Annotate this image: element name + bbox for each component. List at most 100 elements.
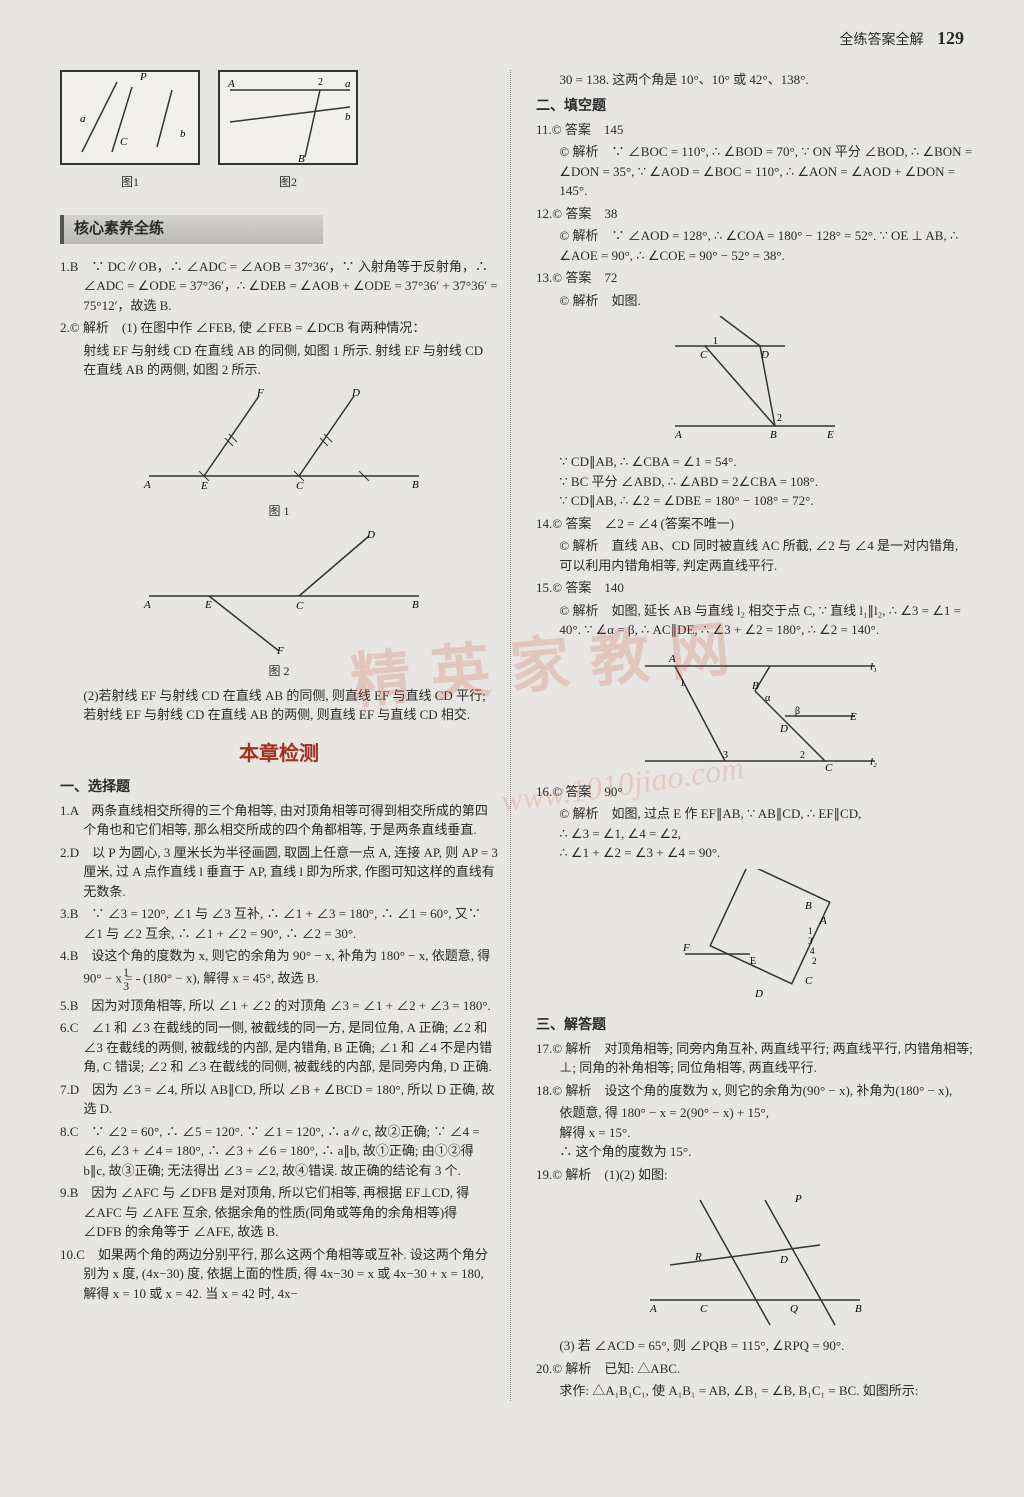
fig16: F B A E 1 3 4 2 D C: [665, 869, 845, 1009]
c9: 9.B 因为 ∠AFC 与 ∠DFB 是对顶角, 所以它们相等, 再根据 EF⊥…: [60, 1183, 498, 1242]
svg-text:3: 3: [808, 936, 813, 946]
fig13: C D 1 2 A B E: [655, 316, 855, 446]
svg-text:b: b: [345, 111, 351, 123]
c5: 5.B 因为对顶角相等, 所以 ∠1 + ∠2 的对顶角 ∠3 = ∠1 + ∠…: [60, 996, 498, 1016]
svg-text:E: E: [849, 711, 857, 723]
svg-text:B: B: [752, 680, 759, 692]
svg-text:F: F: [256, 387, 264, 399]
svg-text:B: B: [770, 429, 777, 441]
page-number: 129: [937, 28, 964, 48]
c3: 3.B ∵ ∠3 = 120°, ∠1 与 ∠3 互补, ∴ ∠1 + ∠3 =…: [60, 904, 498, 943]
q2c-text: (2)若射线 EF 与射线 CD 在直线 AB 的同侧, 则直线 EF 与直线 …: [60, 686, 498, 706]
svg-text:α: α: [765, 693, 771, 704]
f15b: © 解析 如图, 延长 AB 与直线 l₂ 相交于点 C, ∵ 直线 l₁∥l₂…: [536, 601, 974, 640]
geom-fig1: A E C B F D: [129, 386, 429, 496]
svg-text:P: P: [139, 72, 147, 83]
c7: 7.D 因为 ∠3 = ∠4, 所以 AB∥CD, 所以 ∠B + ∠BCD =…: [60, 1080, 498, 1119]
s18c: 解得 x = 15°.: [536, 1123, 974, 1143]
figure-box-2: A 2 a b B: [218, 70, 358, 165]
frac-1-3: 13: [136, 966, 140, 993]
f13c: ∵ CD∥AB, ∴ ∠CBA = ∠1 = 54°.: [536, 452, 974, 472]
svg-text:1: 1: [680, 678, 685, 689]
chapter-title: 本章检测: [60, 739, 498, 769]
right-column: 30 = 138. 这两个角是 10°、10° 或 42°、138°. 二、填空…: [536, 70, 974, 1401]
svg-text:B: B: [298, 153, 305, 165]
c8: 8.C ∵ ∠2 = 60°, ∴ ∠5 = 120°. ∵ ∠1 = 120°…: [60, 1122, 498, 1181]
geom-fig1-cap: 图 1: [60, 502, 498, 520]
svg-text:2: 2: [812, 956, 817, 966]
svg-text:C: C: [700, 349, 708, 361]
svg-text:B: B: [412, 599, 419, 611]
svg-text:E: E: [826, 429, 834, 441]
top-figures: a P C b A 2 a b B: [60, 70, 498, 165]
svg-text:P: P: [794, 1193, 802, 1205]
svg-text:B: B: [855, 1303, 862, 1315]
svg-text:A: A: [143, 599, 151, 611]
s18a: 18.© 解析 设这个角的度数为 x, 则它的余角为(90° − x), 补角为…: [536, 1081, 974, 1101]
c4: 4.B 设这个角的度数为 x, 则它的余角为 90° − x, 补角为 180°…: [60, 946, 498, 993]
s19b: (3) 若 ∠ACD = 65°, 则 ∠PQB = 115°, ∠RPQ = …: [536, 1336, 974, 1356]
s18d: ∴ 这个角的度数为 15°.: [536, 1142, 974, 1162]
svg-text:l₂: l₂: [870, 756, 877, 768]
svg-text:D: D: [351, 387, 360, 399]
svg-text:C: C: [296, 600, 304, 612]
c2: 2.D 以 P 为圆心, 3 厘米长为半径画圆, 取圆上任意一点 A, 连接 A…: [60, 843, 498, 902]
q2a-text: 2.© 解析 (1) 在图中作 ∠FEB, 使 ∠FEB = ∠DCB 有两种情…: [60, 318, 498, 338]
fig19: A C Q B P D R: [640, 1190, 870, 1330]
svg-text:A: A: [227, 78, 235, 90]
svg-text:D: D: [366, 529, 375, 541]
f13e: ∵ CD∥AB, ∴ ∠2 = ∠DBE = 180° − 108° = 72°…: [536, 491, 974, 511]
fig2-svg: A 2 a b B: [220, 72, 360, 167]
r-top: 30 = 138. 这两个角是 10°、10° 或 42°、138°.: [536, 70, 974, 90]
svg-text:B: B: [805, 900, 812, 912]
q2d-text: 若射线 EF 与射线 CD 在直线 AB 的两侧, 则直线 EF 与直线 CD …: [60, 705, 498, 725]
q1-text: 1.B ∵ DC∥OB，∴ ∠ADC = ∠AOB = 37°36′，∵ 入射角…: [60, 257, 498, 316]
svg-text:A: A: [668, 653, 676, 665]
q2b-text: 射线 EF 与射线 CD 在直线 AB 的同侧, 如图 1 所示. 射线 EF …: [60, 341, 498, 380]
svg-text:b: b: [180, 128, 186, 140]
svg-text:a: a: [345, 78, 351, 90]
f13d: ∵ BC 平分 ∠ABD, ∴ ∠ABD = 2∠CBA = 108°.: [536, 472, 974, 492]
fig2-caption: 图2: [218, 173, 358, 191]
fig1-caption: 图1: [60, 173, 200, 191]
f11a: 11.© 答案 145: [536, 120, 974, 140]
header-title: 全练答案全解: [840, 33, 924, 48]
left-column: a P C b A 2 a b B 图1: [60, 70, 511, 1401]
svg-text:4: 4: [810, 946, 815, 956]
f15a: 15.© 答案 140: [536, 578, 974, 598]
f16c: ∴ ∠3 = ∠1, ∠4 = ∠2,: [536, 824, 974, 844]
svg-text:D: D: [754, 988, 763, 1000]
f14a: 14.© 答案 ∠2 = ∠4 (答案不唯一): [536, 514, 974, 534]
svg-text:F: F: [682, 942, 690, 954]
top-fig-captions: 图1 图2: [60, 173, 498, 191]
s19a: 19.© 解析 (1)(2) 如图:: [536, 1165, 974, 1185]
f13a: 13.© 答案 72: [536, 268, 974, 288]
svg-text:Q: Q: [790, 1303, 798, 1315]
svg-text:2: 2: [318, 77, 323, 88]
svg-text:2: 2: [777, 413, 782, 424]
c10: 10.C 如果两个角的两边分别平行, 那么这两个角相等或互补. 设这两个角分别为…: [60, 1245, 498, 1304]
sec-fill-title: 二、填空题: [536, 96, 974, 117]
svg-text:F: F: [276, 645, 284, 656]
svg-text:D: D: [779, 723, 788, 735]
svg-text:A: A: [143, 479, 151, 491]
svg-text:E: E: [204, 599, 212, 611]
svg-text:C: C: [700, 1303, 708, 1315]
c6: 6.C ∠1 和 ∠3 在截线的同一侧, 被截线的同一方, 是同位角, A 正确…: [60, 1018, 498, 1077]
svg-text:l₁: l₁: [870, 661, 877, 673]
f11b: © 解析 ∵ ∠BOC = 110°, ∴ ∠BOD = 70°, ∵ ON 平…: [536, 142, 974, 201]
c4b: (180° − x), 解得 x = 45°, 故选 B.: [143, 970, 319, 985]
svg-text:B: B: [412, 479, 419, 491]
geom-fig2-cap: 图 2: [60, 662, 498, 680]
svg-text:a: a: [80, 113, 86, 125]
svg-text:C: C: [296, 480, 304, 492]
svg-text:1: 1: [808, 926, 813, 936]
geom-fig2: A E C B F D: [129, 526, 429, 656]
svg-text:2: 2: [800, 750, 805, 761]
section-core-title: 核心素养全练: [60, 215, 323, 244]
fig1-svg: a P C b: [62, 72, 202, 167]
c1: 1.A 两条直线相交所得的三个角相等, 由对顶角相等可得到相交所成的第四个角也和…: [60, 801, 498, 840]
svg-text:A: A: [649, 1303, 657, 1315]
svg-text:β: β: [795, 706, 800, 717]
svg-text:E: E: [750, 956, 756, 967]
